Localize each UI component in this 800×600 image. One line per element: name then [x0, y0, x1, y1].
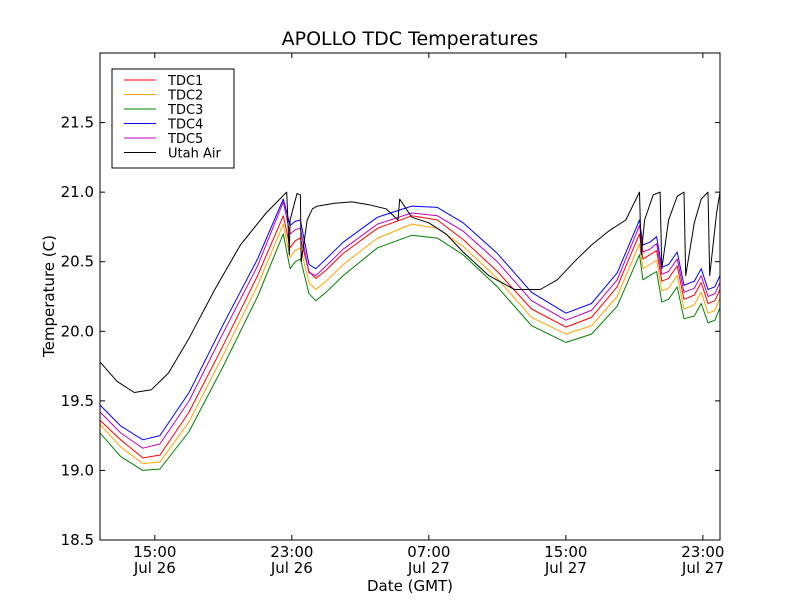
axes-frame — [99, 52, 721, 541]
y-tick-label: 21.0 — [61, 183, 94, 201]
series-line-tdc5 — [100, 201, 720, 449]
legend-label: TDC4 — [167, 118, 203, 133]
y-tick-label: 20.5 — [61, 253, 94, 271]
y-tick-label: 21.5 — [61, 114, 94, 132]
plot-area — [100, 191, 720, 471]
x-tick-label-time: 07:00 — [407, 543, 450, 561]
y-tick-label: 19.5 — [61, 392, 94, 410]
legend-label: TDC3 — [167, 103, 203, 118]
legend-label: Utah Air — [168, 147, 221, 162]
x-tick-label-time: 23:00 — [270, 543, 313, 561]
series-line-tdc1 — [100, 215, 720, 459]
y-tick-label: 18.5 — [61, 531, 94, 549]
y-tick-label: 19.0 — [61, 461, 94, 479]
legend-label: TDC1 — [167, 74, 203, 89]
legend-label: TDC2 — [167, 89, 203, 104]
series-line-tdc2 — [100, 223, 720, 464]
y-tick-label: 20.0 — [61, 322, 94, 340]
series-line-tdc3 — [100, 233, 720, 471]
chart-title: APOLLO TDC Temperatures — [282, 28, 539, 50]
x-tick-label-date: Jul 27 — [544, 559, 587, 577]
x-tick-label-time: 15:00 — [133, 543, 176, 561]
x-tick-label-date: Jul 26 — [270, 559, 313, 577]
x-tick-label-date: Jul 27 — [407, 559, 450, 577]
x-axis-label: Date (GMT) — [367, 577, 453, 595]
series-line-tdc4 — [100, 198, 720, 441]
legend-box — [111, 68, 235, 169]
series-line-utah-air — [100, 191, 720, 393]
x-tick-label-time: 23:00 — [681, 543, 724, 561]
x-tick-label-time: 15:00 — [544, 543, 587, 561]
x-tick-label-date: Jul 27 — [681, 559, 724, 577]
legend-label: TDC5 — [167, 132, 203, 147]
y-axis-label: Temperature (C) — [40, 235, 58, 358]
x-tick-label-date: Jul 26 — [133, 559, 176, 577]
